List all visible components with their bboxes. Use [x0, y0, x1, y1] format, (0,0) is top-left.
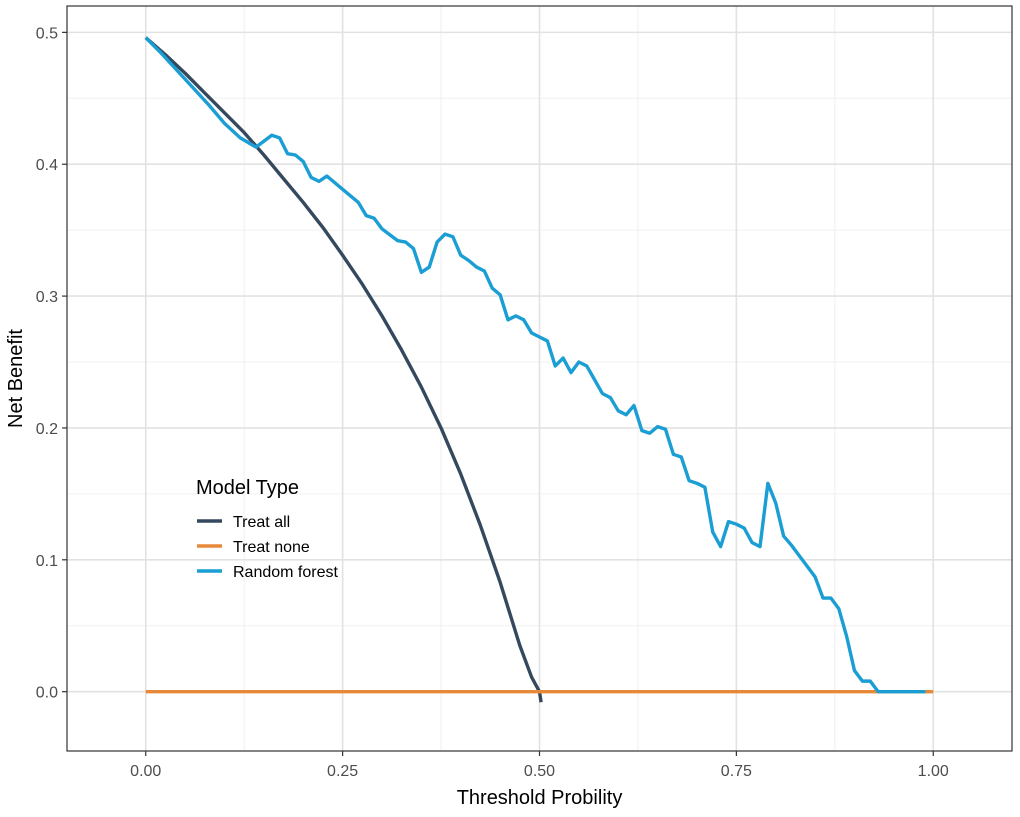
series-layer — [144, 36, 934, 703]
y-tick-label: 0.0 — [36, 685, 58, 702]
y-tick-label: 0.1 — [36, 553, 58, 570]
legend-label-random-forest: Random forest — [233, 564, 338, 581]
x-tick-label: 0.75 — [721, 763, 752, 780]
legend-label-treat-all: Treat all — [233, 514, 290, 531]
x-tick-label: 0.25 — [327, 763, 358, 780]
y-tick-label: 0.4 — [36, 157, 58, 174]
legend-item-treat-none: Treat none — [197, 539, 310, 556]
x-axis-title: Threshold Probility — [457, 787, 623, 809]
x-axis: 0.00 0.25 0.50 0.75 1.00 — [130, 751, 949, 780]
legend-title: Model Type — [196, 477, 299, 499]
x-tick-label: 1.00 — [918, 763, 949, 780]
legend-item-random-forest: Random forest — [197, 564, 338, 581]
legend: Model Type Treat all Treat none Random for… — [196, 477, 338, 581]
series-line-treat-all — [144, 36, 543, 703]
legend-label-treat-none: Treat none — [233, 539, 310, 556]
legend-items: Treat all Treat none Random forest — [197, 514, 338, 581]
x-tick-label: 0.00 — [130, 763, 161, 780]
y-axis: 0.0 0.1 0.2 0.3 0.4 0.5 — [36, 25, 67, 702]
x-tick-label: 0.50 — [524, 763, 555, 780]
y-tick-label: 0.3 — [36, 289, 58, 306]
y-tick-label: 0.5 — [36, 25, 58, 42]
y-axis-title: Net Benefit — [5, 329, 27, 428]
y-tick-label: 0.2 — [36, 421, 58, 438]
legend-item-treat-all: Treat all — [197, 514, 290, 531]
series-line-random-forest — [144, 36, 926, 694]
